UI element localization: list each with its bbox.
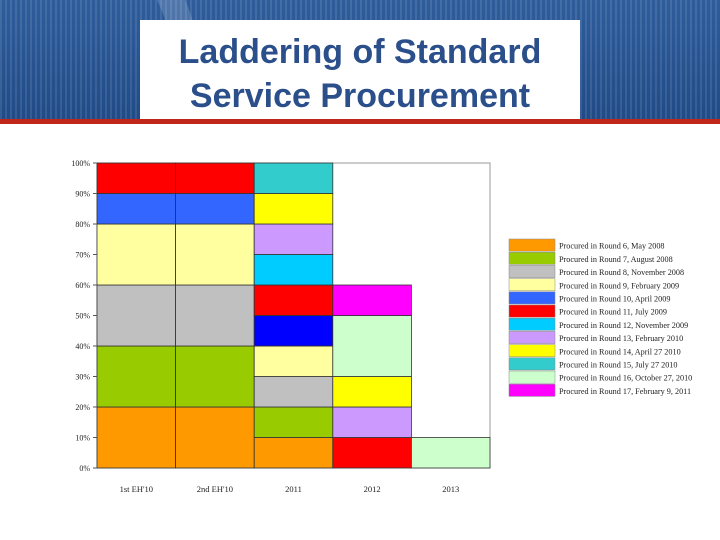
legend-swatch	[508, 344, 556, 358]
bar-segment	[175, 223, 255, 286]
bar-segment	[332, 437, 412, 469]
y-tick-label: 0%	[79, 464, 90, 473]
bar-segment	[253, 345, 334, 377]
legend-label: Procured in Round 13, February 2010	[559, 334, 683, 343]
bar-segment	[253, 193, 334, 225]
y-tick-label: 90%	[75, 190, 90, 199]
y-tick-label: 40%	[75, 342, 90, 351]
bar-segment	[96, 345, 176, 408]
bar-segment	[253, 315, 334, 347]
y-tick-label: 10%	[75, 434, 90, 443]
slide-header	[0, 0, 720, 124]
bar-segment	[175, 345, 255, 408]
legend-label: Procured in Round 7, August 2008	[559, 255, 673, 264]
y-tick-label: 50%	[75, 312, 90, 321]
y-tick-label: 80%	[75, 220, 90, 229]
bar-segment	[253, 376, 334, 408]
bar-segment	[175, 193, 255, 225]
bar-segment	[96, 162, 176, 194]
bar-segment	[253, 437, 334, 469]
y-tick-label: 20%	[75, 403, 90, 412]
bar-segment	[96, 193, 176, 225]
bar-segment	[332, 406, 412, 438]
legend-swatch	[508, 278, 556, 292]
legend-swatch	[508, 331, 556, 344]
legend-swatch	[508, 265, 556, 278]
legend-label: Procured in Round 14, April 27 2010	[559, 347, 681, 356]
bar-segment	[253, 254, 334, 286]
bar-segment	[410, 437, 491, 469]
legend-swatch	[508, 291, 556, 305]
legend-swatch	[508, 251, 556, 265]
slide-title-line1: Laddering of Standard	[178, 33, 542, 71]
x-tick-label: 2013	[442, 484, 459, 494]
legend-swatch	[508, 383, 556, 397]
legend-label: Procured in Round 6, May 2008	[559, 242, 665, 251]
header-red-line	[0, 119, 720, 124]
y-tick-label: 30%	[75, 373, 90, 382]
legend-swatch	[508, 357, 556, 371]
legend-label: Procured in Round 12, November 2009	[559, 321, 688, 330]
bar-segment	[253, 162, 334, 194]
legend-swatch	[508, 370, 556, 384]
bar-segment	[253, 223, 334, 255]
bar-segment	[332, 284, 412, 316]
y-tick-label: 100%	[71, 159, 90, 168]
bar-segment	[175, 284, 255, 347]
legend-swatch	[508, 317, 556, 331]
laddering-chart: 0% 10% 20% 30% 40% 50% 60% 70% 80% 90% 100% 1st EH'…	[71, 159, 703, 494]
x-tick-label: 2011	[285, 484, 302, 494]
legend-label: Procured in Round 11, July 2009	[559, 308, 667, 317]
bar-segment	[96, 406, 176, 469]
slide-title: Laddering of Standard Service Procuremen…	[140, 30, 580, 118]
legend-swatch	[508, 238, 556, 252]
x-tick-label: 2012	[364, 484, 381, 494]
legend-label: Procured in Round 16, October 27, 2010	[559, 374, 692, 383]
slide-title-line2: Service Procurement	[189, 77, 531, 115]
x-tick-label: 2nd EH'10	[197, 484, 233, 494]
legend-label: Procured in Round 10, April 2009	[559, 295, 670, 304]
bar-segment	[175, 162, 255, 194]
bar-segment	[175, 406, 255, 469]
legend-label: Procured in Round 17, February 9, 2011	[559, 387, 691, 396]
bar-segment	[253, 284, 334, 316]
legend-label: Procured in Round 9, February 2009	[559, 281, 679, 290]
legend-label: Procured in Round 8, November 2008	[559, 268, 684, 277]
bar-segment	[332, 315, 412, 377]
bar-segment	[332, 376, 412, 408]
bar-segment	[253, 406, 334, 438]
x-tick-label: 1st EH'10	[120, 484, 153, 494]
bar-segment	[96, 284, 176, 347]
legend-label: Procured in Round 15, July 27 2010	[559, 361, 678, 370]
legend-swatch	[508, 304, 556, 318]
y-tick-label: 70%	[75, 251, 90, 260]
bar-segment	[96, 223, 176, 286]
title-panel	[140, 20, 580, 120]
y-tick-label: 60%	[75, 281, 90, 290]
